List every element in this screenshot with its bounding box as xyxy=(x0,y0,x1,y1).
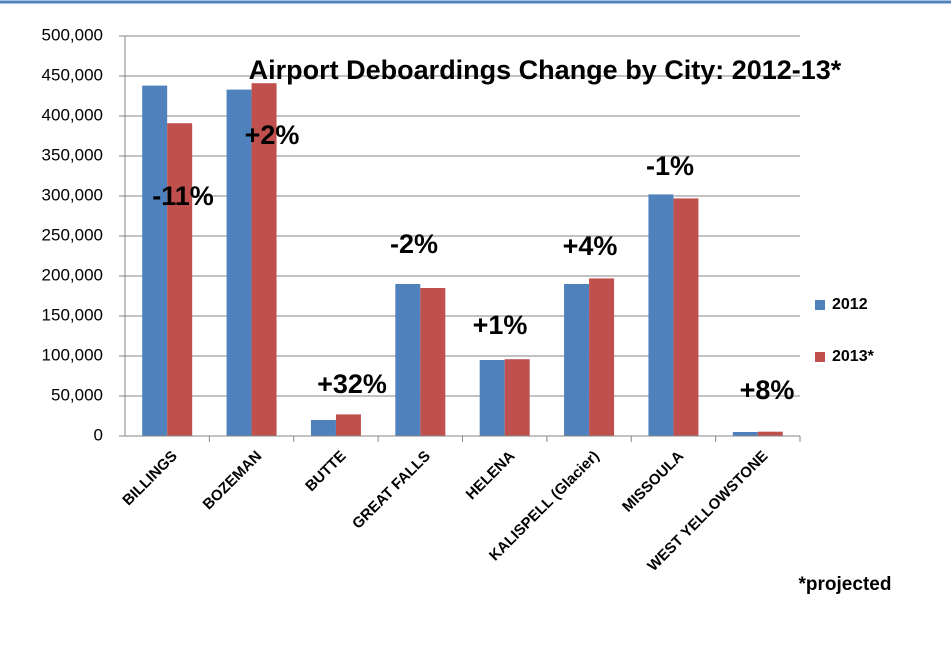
y-tick-label: 300,000 xyxy=(42,185,103,204)
y-tick-label: 350,000 xyxy=(42,145,103,164)
bar xyxy=(335,414,361,436)
y-tick-label: 50,000 xyxy=(51,385,103,404)
y-tick-label: 100,000 xyxy=(42,345,103,364)
x-tick-label: MISSOULA xyxy=(619,447,687,515)
annotation: +8% xyxy=(740,375,795,405)
bar xyxy=(564,284,590,436)
bar xyxy=(395,284,421,436)
bar xyxy=(420,288,446,436)
bar xyxy=(479,360,505,436)
x-tick-label: BILLINGS xyxy=(119,448,181,510)
annotation: +4% xyxy=(563,231,618,261)
bar xyxy=(589,278,615,436)
bar xyxy=(226,89,252,436)
legend-label: 2013* xyxy=(832,348,875,365)
bar xyxy=(757,431,783,436)
annotation: -2% xyxy=(390,229,438,259)
bar xyxy=(310,420,336,436)
annotation: -11% xyxy=(152,181,214,211)
y-tick-label: 500,000 xyxy=(42,25,103,44)
annotation: +32% xyxy=(317,369,387,399)
y-tick-label: 0 xyxy=(94,425,103,444)
annotation: +2% xyxy=(245,120,300,150)
y-tick-label: 450,000 xyxy=(42,65,103,84)
bar xyxy=(673,198,699,436)
x-tick-label: GREAT FALLS xyxy=(349,448,434,533)
bar xyxy=(732,432,758,436)
y-tick-label: 200,000 xyxy=(42,265,103,284)
y-tick-label: 400,000 xyxy=(42,105,103,124)
annotation: -1% xyxy=(646,151,694,181)
y-tick-label: 150,000 xyxy=(42,305,103,324)
y-tick-label: 250,000 xyxy=(42,225,103,244)
legend-swatch xyxy=(815,300,825,310)
x-tick-label: BOZEMAN xyxy=(200,448,266,514)
legend-swatch xyxy=(815,352,825,362)
bar xyxy=(142,85,168,436)
bar xyxy=(648,194,674,436)
annotation: +1% xyxy=(473,310,528,340)
bar xyxy=(167,123,193,436)
x-tick-label: BUTTE xyxy=(302,448,349,495)
footnote: *projected xyxy=(799,574,892,595)
chart-title: Airport Deboardings Change by City: 2012… xyxy=(249,55,842,85)
bar xyxy=(251,83,277,436)
legend-label: 2012 xyxy=(832,296,868,313)
bar xyxy=(504,359,530,436)
x-tick-label: HELENA xyxy=(463,447,519,503)
